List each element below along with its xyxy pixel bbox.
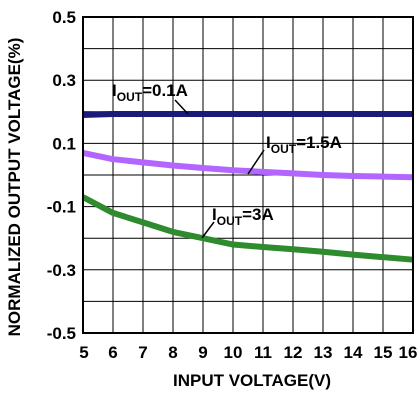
x-tick-label: 6 (108, 343, 117, 362)
annotation-leader-line (247, 149, 265, 175)
series-annotation-label: IOUT=1.5A (266, 133, 342, 156)
y-tick-label: -0.5 (47, 324, 76, 343)
x-tick-label: 14 (344, 343, 363, 362)
series-line-2 (82, 149, 414, 181)
x-tick-label: 16 (399, 343, 418, 362)
x-tick-label: 5 (79, 343, 88, 362)
x-tick-labels: 5 6 7 8 9 10 11 12 13 14 15 16 (79, 343, 417, 362)
x-tick-label: 15 (374, 343, 393, 362)
x-tick-label: 11 (254, 343, 272, 362)
x-axis-label: INPUT VOLTAGE(V) (173, 371, 331, 390)
y-tick-label: -0.1 (47, 198, 76, 217)
y-tick-label: -0.3 (47, 261, 76, 280)
series-line-1 (82, 111, 413, 118)
series-line-3 (81, 194, 414, 263)
y-tick-label: 0.1 (52, 134, 76, 153)
plot-frame (82, 16, 414, 334)
x-tick-label: 8 (168, 343, 177, 362)
x-tick-label: 13 (314, 343, 333, 362)
x-tick-label: 10 (224, 343, 243, 362)
x-tick-label: 7 (138, 343, 147, 362)
y-tick-labels: 0.5 0.3 0.1 -0.1 -0.3 -0.5 (47, 8, 76, 343)
annotation-leader-line (174, 99, 189, 115)
y-axis-label: NORMALIZED OUTPUT VOLTAGE(%) (5, 38, 24, 337)
y-tick-label: 0.3 (52, 71, 76, 90)
annotation-leader-line (201, 221, 215, 239)
series-annotations: IOUT=0.1A IOUT=1.5A IOUT=3A (112, 81, 342, 239)
series-lines (81, 111, 414, 263)
x-tick-label: 9 (198, 343, 207, 362)
series-annotation-label: IOUT=3A (212, 205, 274, 228)
x-tick-label: 12 (284, 343, 303, 362)
series-annotation-label: IOUT=0.1A (112, 81, 188, 104)
y-tick-label: 0.5 (52, 8, 76, 27)
